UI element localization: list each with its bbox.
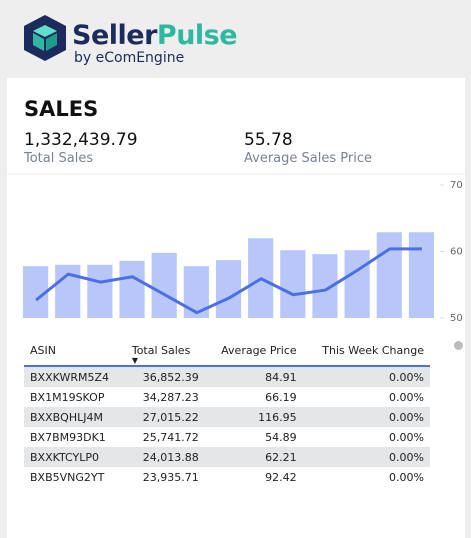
table-cell: 66.19 bbox=[265, 390, 297, 404]
kpi-label: Total Sales bbox=[24, 151, 94, 166]
column-header: Total Sales ▼ bbox=[125, 340, 205, 367]
table-cell: 34,287.23 bbox=[142, 390, 199, 404]
bar bbox=[344, 250, 370, 318]
title: SALES bbox=[24, 97, 99, 121]
table-row: BX1M19SKOP 34,287.23 66.19 0.00% bbox=[24, 387, 430, 407]
kpi-value: 1,332,439.79 bbox=[24, 130, 138, 150]
bar bbox=[376, 232, 402, 318]
column-header: Average Price bbox=[204, 340, 303, 367]
brand-b: Pulse bbox=[156, 20, 238, 51]
table-cell: BXXKWRM5Z4 bbox=[24, 366, 126, 387]
scrollbar[interactable] bbox=[454, 341, 463, 350]
table-cell: BX7BM93DK1 bbox=[30, 430, 106, 444]
table-row: BX7BM93DK1 25,741.72 54.89 0.00% bbox=[24, 427, 430, 447]
bar bbox=[119, 260, 145, 318]
bar bbox=[215, 260, 242, 318]
bar bbox=[280, 250, 306, 318]
table-cell: 92.42 bbox=[265, 470, 297, 484]
byline: by eComEngine bbox=[74, 50, 185, 66]
bar bbox=[151, 252, 177, 318]
kpi-label: Average Sales Price bbox=[244, 151, 372, 166]
brand-a: Seller bbox=[72, 20, 157, 51]
table-cell: BXXBQHLJ4M bbox=[24, 407, 126, 427]
table-cell: BXB5VNG2YT bbox=[30, 470, 105, 484]
table-cell: 0.00% bbox=[389, 430, 424, 444]
column-header: ASIN bbox=[24, 340, 126, 367]
y-tick-label: 70 bbox=[450, 180, 463, 191]
table-cell: BXXKTCYLP0 bbox=[24, 447, 126, 467]
table-cell: 23,935.71 bbox=[142, 470, 199, 484]
table-cell: 116.95 bbox=[204, 407, 303, 427]
y-tick-label: 60 bbox=[450, 247, 463, 258]
table-cell: 0.00% bbox=[302, 366, 430, 387]
sort-arrow[interactable]: ▼ bbox=[131, 356, 138, 365]
table-cell: 27,015.22 bbox=[125, 407, 205, 427]
line bbox=[35, 247, 422, 315]
table-row: BXXKTCYLP0 24,013.88 62.21 0.00% bbox=[24, 447, 430, 467]
kpi-value: 55.78 bbox=[244, 130, 293, 150]
table-cell: 25,741.72 bbox=[142, 430, 199, 444]
table-cell: 0.00% bbox=[389, 390, 424, 404]
table-cell: 24,013.88 bbox=[125, 447, 205, 467]
table-cell: 0.00% bbox=[302, 447, 430, 467]
table-cell: 54.89 bbox=[265, 430, 297, 444]
table-row: BXXBQHLJ4M 27,015.22 116.95 0.00% bbox=[24, 407, 430, 427]
column-header: This Week Change bbox=[302, 340, 430, 367]
y-tick-label: 50 bbox=[450, 313, 463, 324]
table: ASIN Total Sales ▼ Average Price This Week C… bbox=[24, 340, 430, 487]
chart: 50 60 70 bbox=[7, 173, 465, 324]
bar bbox=[408, 232, 434, 318]
table-cell: BX1M19SKOP bbox=[30, 390, 105, 404]
table-cell: 0.00% bbox=[302, 407, 430, 427]
table-cell: 84.91 bbox=[204, 366, 303, 387]
table-cell: 36,852.39 bbox=[125, 366, 205, 387]
brand: SellerPulse bbox=[72, 20, 238, 51]
table-row: BXXKWRM5Z4 36,852.39 84.91 0.00% bbox=[24, 366, 430, 387]
table-cell: 0.00% bbox=[389, 470, 424, 484]
bar bbox=[87, 264, 113, 318]
table-row: BXB5VNG2YT 23,935.71 92.42 0.00% bbox=[24, 467, 430, 487]
table-cell: 62.21 bbox=[204, 447, 303, 467]
logo-icon bbox=[24, 15, 66, 61]
